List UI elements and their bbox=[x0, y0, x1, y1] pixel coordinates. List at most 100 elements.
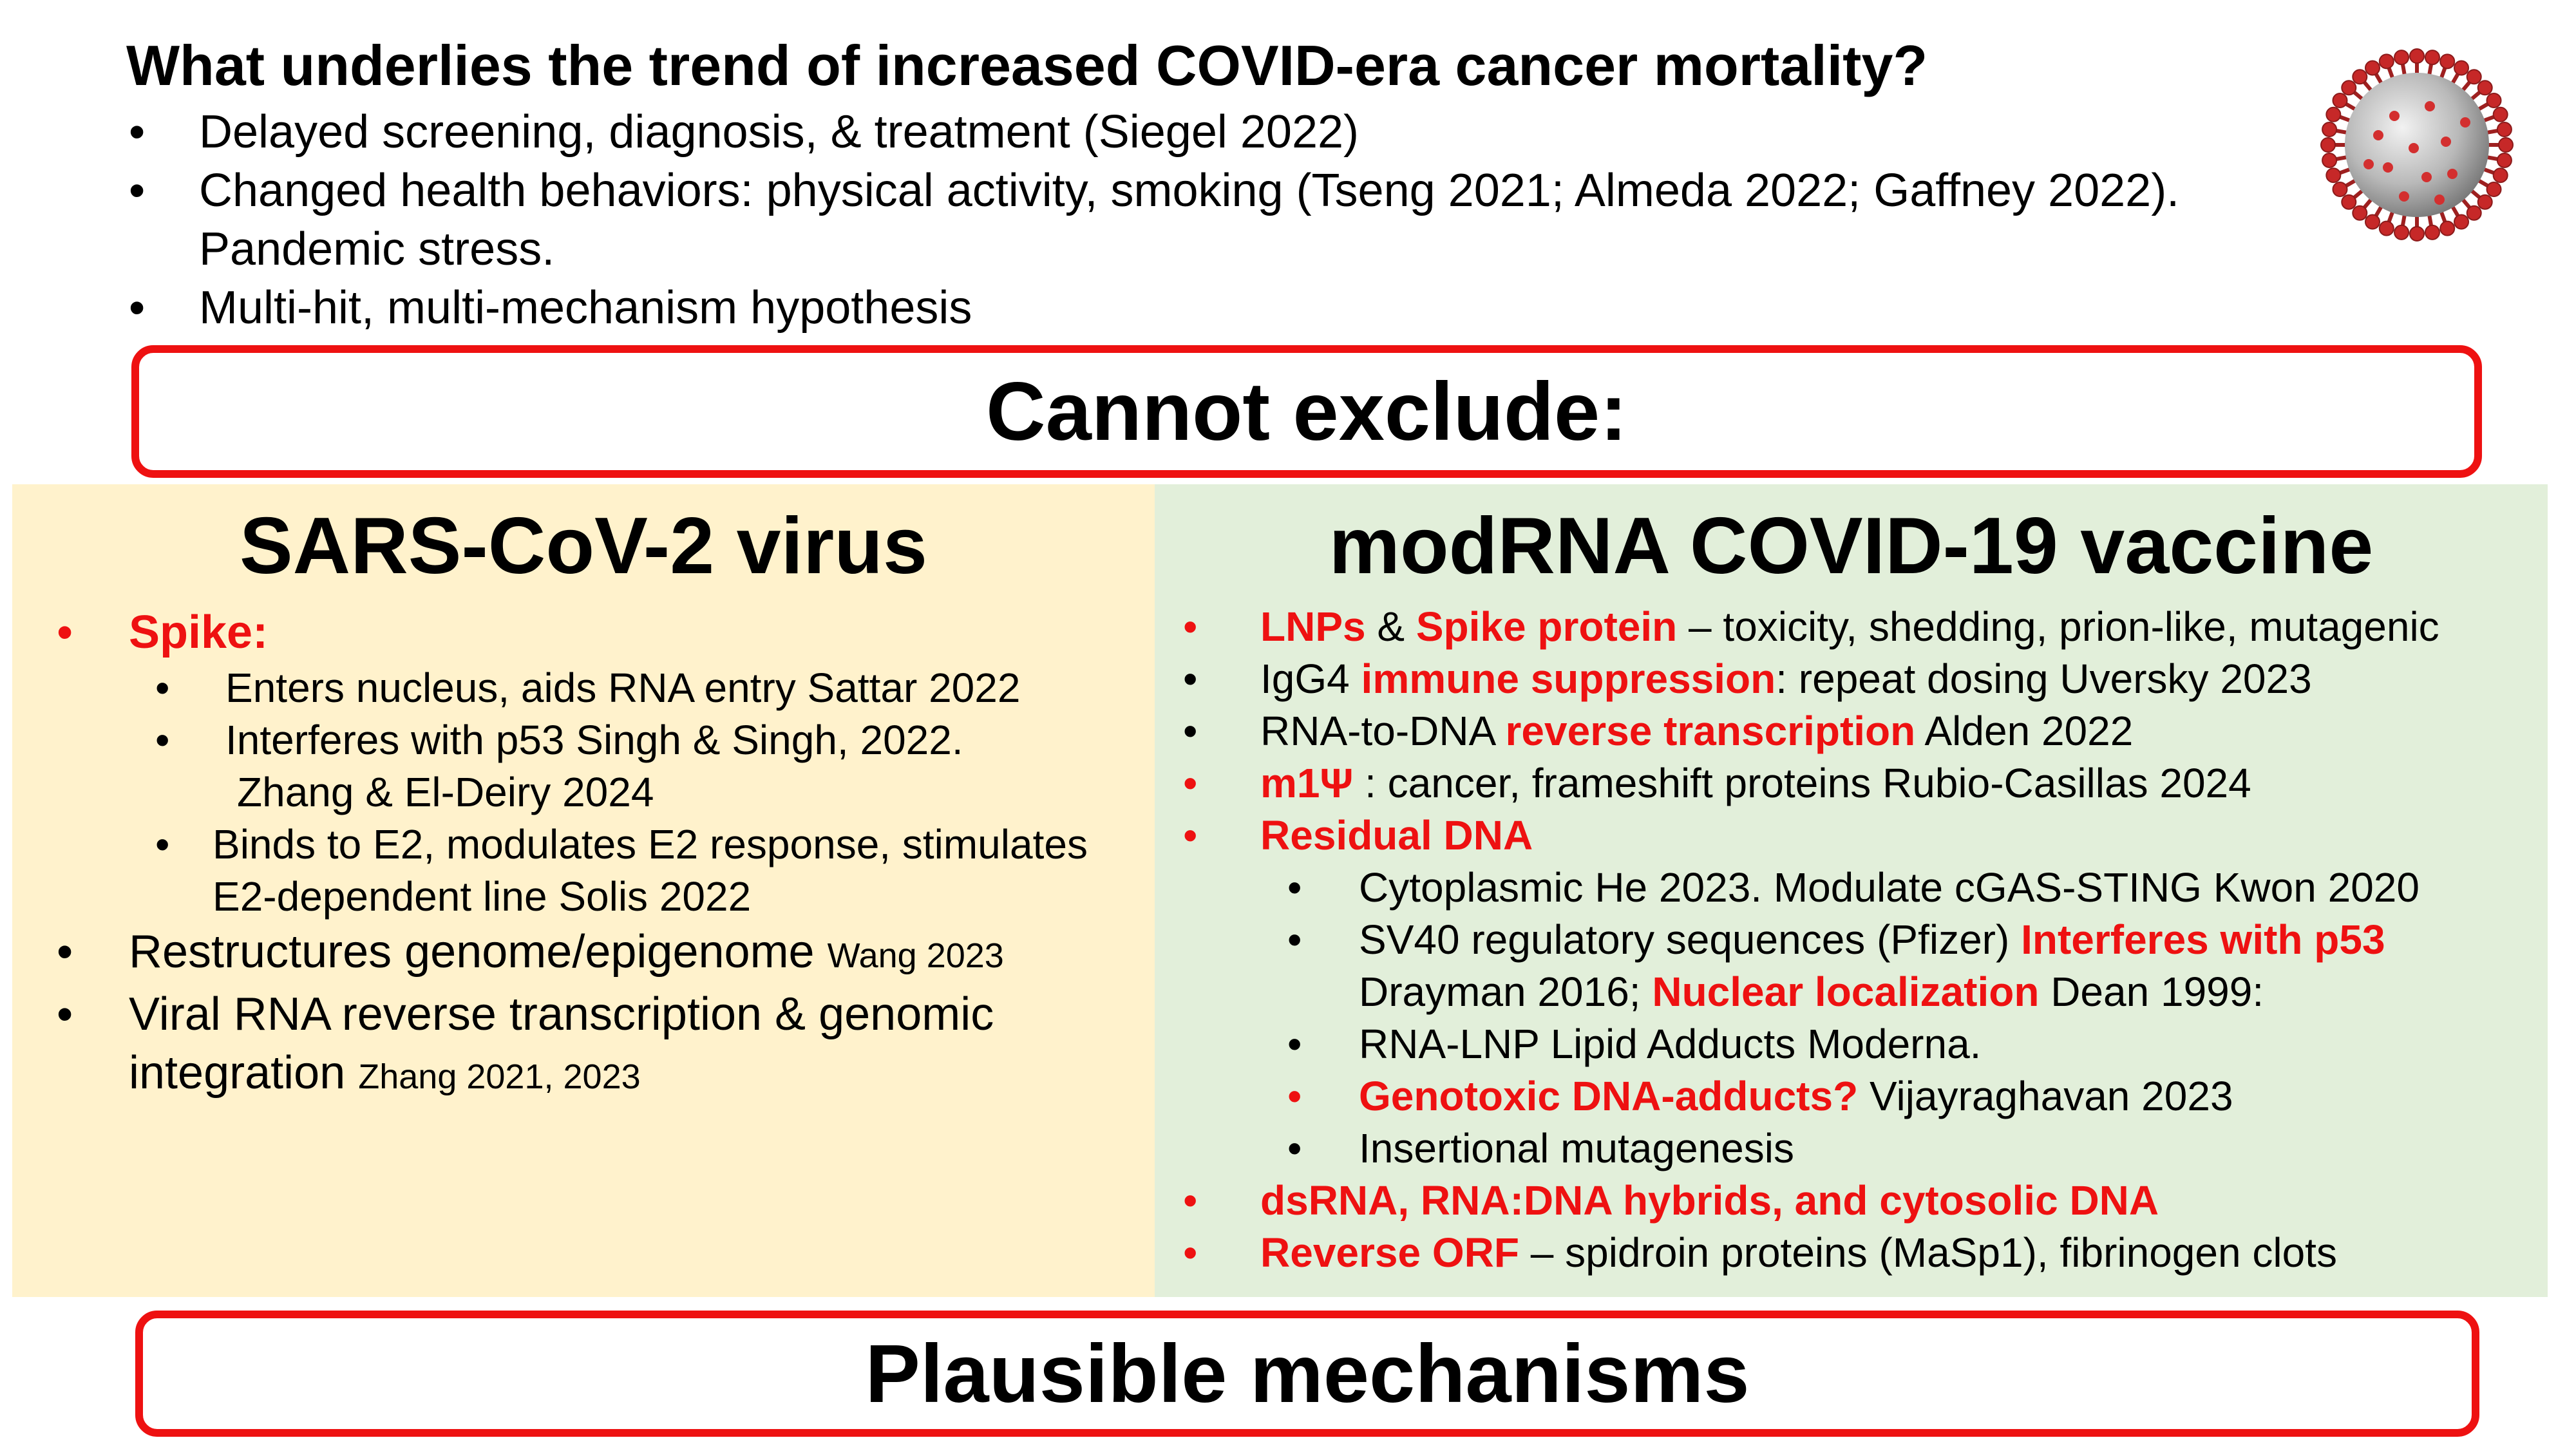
m1psi-label: m1Ψ bbox=[1260, 760, 1354, 806]
surface-dot bbox=[2421, 172, 2432, 182]
residual-subitem-continuation: Drayman 2016; Nuclear localization Dean … bbox=[1183, 966, 2535, 1018]
igg4-prefix: IgG4 bbox=[1260, 656, 1361, 702]
spike-head bbox=[2424, 224, 2440, 240]
viral-rna-cont-text: integration bbox=[129, 1047, 346, 1099]
sv40-prefix: SV40 regulatory sequences (Pfizer) bbox=[1359, 916, 2022, 963]
spike-head bbox=[2486, 93, 2502, 108]
rna-prefix: RNA-to-DNA bbox=[1260, 708, 1506, 754]
dean-citation: Dean 1999: bbox=[2039, 969, 2264, 1015]
spike-head bbox=[2496, 122, 2512, 138]
spike-head bbox=[2332, 182, 2348, 197]
viral-rna-item: Viral RNA reverse transcription & genomi… bbox=[44, 985, 1145, 1044]
spike-head bbox=[2352, 69, 2368, 85]
residual-subitem: Insertional mutagenesis bbox=[1183, 1122, 2535, 1175]
surface-dot bbox=[2399, 191, 2409, 202]
spike-head bbox=[2332, 93, 2348, 108]
genotoxic-rest: Vijayraghavan 2023 bbox=[1858, 1073, 2233, 1119]
spike-head bbox=[2394, 224, 2410, 240]
lnp-rest: – toxicity, shedding, prion-like, mutage… bbox=[1677, 603, 2439, 650]
immune-suppression-label: immune suppression bbox=[1361, 656, 1776, 702]
spike-protein-label: Spike protein bbox=[1416, 603, 1678, 650]
reverse-orf-item: Reverse ORF – spidroin proteins (MaSp1),… bbox=[1183, 1227, 2535, 1279]
surface-dot bbox=[2447, 169, 2458, 179]
spike-head bbox=[2424, 50, 2440, 66]
viral-rna-citation: Zhang 2021, 2023 bbox=[358, 1057, 641, 1096]
spike-label: Spike: bbox=[129, 607, 269, 658]
surface-dot bbox=[2373, 130, 2383, 140]
m1psi-item: m1Ψ : cancer, frameshift proteins Rubio-… bbox=[1183, 757, 2535, 810]
spike-head bbox=[2477, 194, 2493, 210]
spike-head bbox=[2492, 106, 2508, 122]
m1psi-rest: : cancer, frameshift proteins Rubio-Casi… bbox=[1353, 760, 2251, 806]
surface-dot bbox=[2441, 137, 2451, 147]
cannot-exclude-banner: Cannot exclude: bbox=[131, 345, 2482, 478]
spike-head bbox=[2439, 220, 2456, 236]
modrna-vaccine-list: LNPs & Spike protein – toxicity, sheddin… bbox=[1183, 601, 2535, 1279]
intro-bullet-list: Delayed screening, diagnosis, & treatmen… bbox=[126, 103, 2380, 337]
spike-head bbox=[2409, 226, 2425, 242]
spike-head bbox=[2439, 53, 2456, 70]
igg4-rest: : repeat dosing Uversky 2023 bbox=[1776, 656, 2312, 702]
spike-head bbox=[2365, 214, 2380, 230]
spike-head bbox=[2496, 152, 2512, 168]
spike-head bbox=[2322, 152, 2338, 168]
spike-item: Spike: bbox=[44, 603, 1145, 662]
residual-dna-label: Residual DNA bbox=[1260, 812, 1533, 858]
modrna-vaccine-heading: modRNA COVID-19 vaccine bbox=[1329, 502, 2374, 591]
spike-head bbox=[2352, 205, 2368, 221]
surface-dot bbox=[2383, 162, 2393, 173]
spike-head bbox=[2498, 137, 2514, 153]
viral-rna-continuation: integration Zhang 2021, 2023 bbox=[44, 1044, 1145, 1106]
intro-bullet-continuation: Pandemic stress. bbox=[126, 220, 2380, 279]
lnp-label: LNPs bbox=[1260, 603, 1366, 650]
plausible-mechanisms-banner: Plausible mechanisms bbox=[135, 1311, 2479, 1437]
spike-subitem-cont-text: Zhang & El-Deiry 2024 bbox=[237, 769, 654, 815]
reverse-transcription-label: reverse transcription bbox=[1505, 708, 1916, 754]
residual-subitem: Genotoxic DNA-adducts? Vijayraghavan 202… bbox=[1183, 1070, 2535, 1122]
spike-subitem: Binds to E2, modulates E2 response, stim… bbox=[44, 819, 1145, 871]
spike-subitem: Interferes with p53 Singh & Singh, 2022. bbox=[44, 714, 1145, 766]
intro-bullet: Multi-hit, multi-mechanism hypothesis bbox=[126, 279, 2380, 337]
drayman-prefix: Drayman 2016; bbox=[1359, 969, 1653, 1015]
reverse-orf-rest: – spidroin proteins (MaSp1), fibrinogen … bbox=[1519, 1229, 2337, 1276]
spike-head bbox=[2365, 60, 2380, 76]
residual-dna-item: Residual DNA bbox=[1183, 810, 2535, 862]
surface-dot bbox=[2389, 111, 2400, 121]
intro-continuation-text: Pandemic stress. bbox=[199, 223, 555, 275]
intro-bullet: Delayed screening, diagnosis, & treatmen… bbox=[126, 103, 2380, 162]
spike-subitem-continuation: E2-dependent line Solis 2022 bbox=[213, 873, 752, 920]
residual-subitem: SV40 regulatory sequences (Pfizer) Inter… bbox=[1183, 914, 2535, 966]
surface-dot bbox=[2409, 143, 2419, 153]
surface-dot bbox=[2363, 159, 2374, 169]
modrna-vaccine-panel: modRNA COVID-19 vaccine LNPs & Spike pro… bbox=[1155, 484, 2548, 1297]
spike-head bbox=[2454, 60, 2469, 76]
nuclear-localization-label: Nuclear localization bbox=[1652, 969, 2040, 1015]
sars-cov-2-list: Spike: Enters nucleus, aids RNA entry Sa… bbox=[44, 603, 1145, 1106]
dsrna-item: dsRNA, RNA:DNA hybrids, and cytosolic DN… bbox=[1183, 1175, 2535, 1227]
genome-text: Restructures genome/epigenome bbox=[129, 926, 815, 978]
spike-head bbox=[2325, 167, 2342, 184]
surface-dot bbox=[2460, 117, 2470, 128]
surface-dot bbox=[2434, 194, 2445, 205]
slide-title: What underlies the trend of increased CO… bbox=[126, 33, 1928, 97]
spike-head bbox=[2466, 69, 2482, 85]
spike-head bbox=[2341, 80, 2357, 96]
interferes-p53-label: Interferes with p53 bbox=[2021, 916, 2385, 963]
residual-subitem: RNA-LNP Lipid Adducts Moderna. bbox=[1183, 1018, 2535, 1070]
spike-subitem-continuation: Zhang & El-Deiry 2024 bbox=[44, 766, 1145, 819]
intro-bullet: Changed health behaviors: physical activ… bbox=[126, 162, 2380, 220]
lnp-amp: & bbox=[1365, 603, 1416, 650]
genome-item: Restructures genome/epigenome Wang 2023 bbox=[44, 923, 1145, 985]
spike-head bbox=[2320, 137, 2336, 153]
spike-head bbox=[2454, 214, 2469, 230]
genome-citation: Wang 2023 bbox=[827, 936, 1004, 975]
residual-subitem: Cytoplasmic He 2023. Modulate cGAS-STING… bbox=[1183, 862, 2535, 914]
spike-head bbox=[2466, 205, 2482, 221]
spike-head bbox=[2378, 53, 2394, 70]
spike-head bbox=[2477, 80, 2493, 96]
sars-cov-2-panel: SARS-CoV-2 virus Spike: Enters nucleus, … bbox=[12, 484, 1155, 1297]
spike-head bbox=[2325, 106, 2342, 122]
rna-to-dna-item: RNA-to-DNA reverse transcription Alden 2… bbox=[1183, 705, 2535, 757]
rna-rest: Alden 2022 bbox=[1915, 708, 2134, 754]
